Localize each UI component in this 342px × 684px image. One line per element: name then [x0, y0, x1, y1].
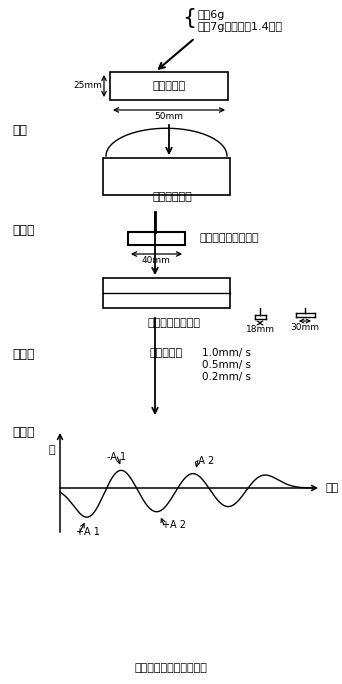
Text: 1.0mm/ s: 1.0mm/ s [202, 348, 251, 358]
Text: {: { [182, 8, 196, 28]
Text: スピード：: スピード： [150, 348, 183, 358]
Text: 前処理：有り　無し: 前処理：有り 無し [200, 233, 260, 243]
Text: Ａｌカップ: Ａｌカップ [153, 81, 186, 91]
Text: 25mm: 25mm [73, 81, 102, 90]
Text: 米：6g: 米：6g [198, 10, 225, 20]
Text: 18mm: 18mm [246, 325, 275, 334]
Text: ブランジャー: ブランジャー [152, 192, 192, 202]
Text: 30mm: 30mm [290, 323, 319, 332]
Text: 図１　測定方法の流れ図: 図１ 測定方法の流れ図 [134, 663, 208, 673]
Text: ブランジャー径：: ブランジャー径： [148, 318, 201, 328]
Text: 炊飯: 炊飯 [12, 124, 27, 137]
Text: 水：7g（加水率1.4倍）: 水：7g（加水率1.4倍） [198, 22, 283, 32]
Text: -A 1: -A 1 [107, 452, 126, 462]
Text: データ: データ [12, 425, 35, 438]
Text: 0.5mm/ s: 0.5mm/ s [202, 360, 251, 370]
Text: +A 2: +A 2 [162, 520, 186, 529]
Text: 40mm: 40mm [142, 256, 171, 265]
Text: 力: 力 [48, 445, 55, 455]
Text: 前処理: 前処理 [12, 224, 35, 237]
Text: +A 1: +A 1 [76, 527, 100, 537]
Text: -A 2: -A 2 [195, 456, 214, 466]
Text: 本測定: 本測定 [12, 349, 35, 362]
Text: 0.2mm/ s: 0.2mm/ s [202, 372, 251, 382]
Text: 時間: 時間 [325, 483, 338, 493]
Text: 50mm: 50mm [155, 112, 184, 121]
